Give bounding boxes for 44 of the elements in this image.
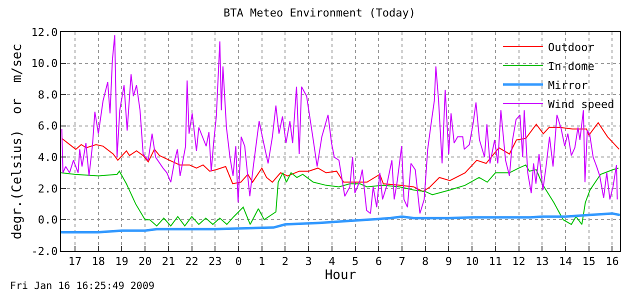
y-tick-label: -2.0 [31,244,58,258]
x-tick-label: 19 [115,255,128,268]
x-tick-label: 18 [92,255,105,268]
legend-label: Mirror [548,78,588,92]
x-tick-label: 2 [282,255,289,268]
x-tick-label: 17 [68,255,82,268]
y-tick-label: 2.0 [38,182,58,196]
x-tick-label: 23 [208,255,222,268]
x-tick-label: 12 [512,255,526,268]
y-tick-label: 4.0 [38,150,58,164]
legend-label: Outdoor [548,40,595,54]
y-tick-label: 0.0 [38,214,58,227]
y-tick-label: 6.0 [38,120,58,133]
legend-label: In-dome [548,60,594,73]
y-tick-label: 8.0 [38,88,58,102]
x-tick-label: 9 [445,255,452,268]
x-tick-label: 8 [422,255,429,268]
y-tick-label: 10.0 [31,57,58,70]
x-tick-label: 5 [352,255,359,268]
x-tick-label: 22 [185,255,198,268]
x-tick-label: 7 [398,255,406,268]
line-series [61,122,620,192]
text: Fri Jan 16 16:25:49 2009 [10,281,154,292]
x-tick-label: 4 [328,255,336,268]
x-tick-label: 6 [375,255,382,268]
y-tick-label: 12.0 [31,26,58,39]
legend-label: Wind speed [548,98,614,111]
x-tick-label: 20 [138,255,152,268]
line-series [61,34,618,214]
x-tick-label: 14 [558,255,572,268]
chart-title: BTA Meteo Environment (Today) [223,6,416,20]
x-tick-label: 21 [162,255,176,268]
x-axis-title: Hour [324,268,356,284]
line-series [61,164,619,226]
x-tick-label: 16 [606,255,619,268]
line-series [61,212,620,234]
y-axis-title: degr.(Celsius) or m/sec [10,44,26,240]
x-tick-label: 0 [235,255,242,268]
x-tick-label: 1 [258,255,266,268]
x-tick-label: 10 [465,255,479,268]
x-tick-label: 3 [305,255,312,268]
x-tick-label: 11 [488,255,502,268]
x-tick-label: 15 [582,255,596,268]
x-tick-label: 13 [536,255,549,268]
